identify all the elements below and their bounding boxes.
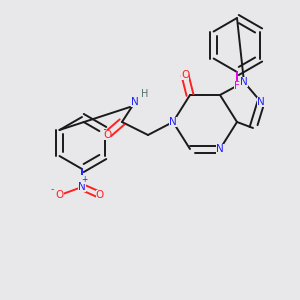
Text: N: N bbox=[78, 182, 86, 192]
Text: O: O bbox=[56, 190, 64, 200]
Text: O: O bbox=[96, 190, 104, 200]
Text: H: H bbox=[141, 89, 149, 99]
Text: -: - bbox=[50, 184, 54, 194]
Text: N: N bbox=[240, 77, 248, 87]
Text: +: + bbox=[81, 175, 87, 184]
Text: F: F bbox=[234, 81, 240, 91]
Text: O: O bbox=[181, 70, 189, 80]
Text: N: N bbox=[216, 144, 224, 154]
Text: N: N bbox=[131, 97, 139, 107]
Text: O: O bbox=[103, 130, 111, 140]
Text: N: N bbox=[257, 97, 265, 107]
Text: N: N bbox=[169, 117, 177, 127]
